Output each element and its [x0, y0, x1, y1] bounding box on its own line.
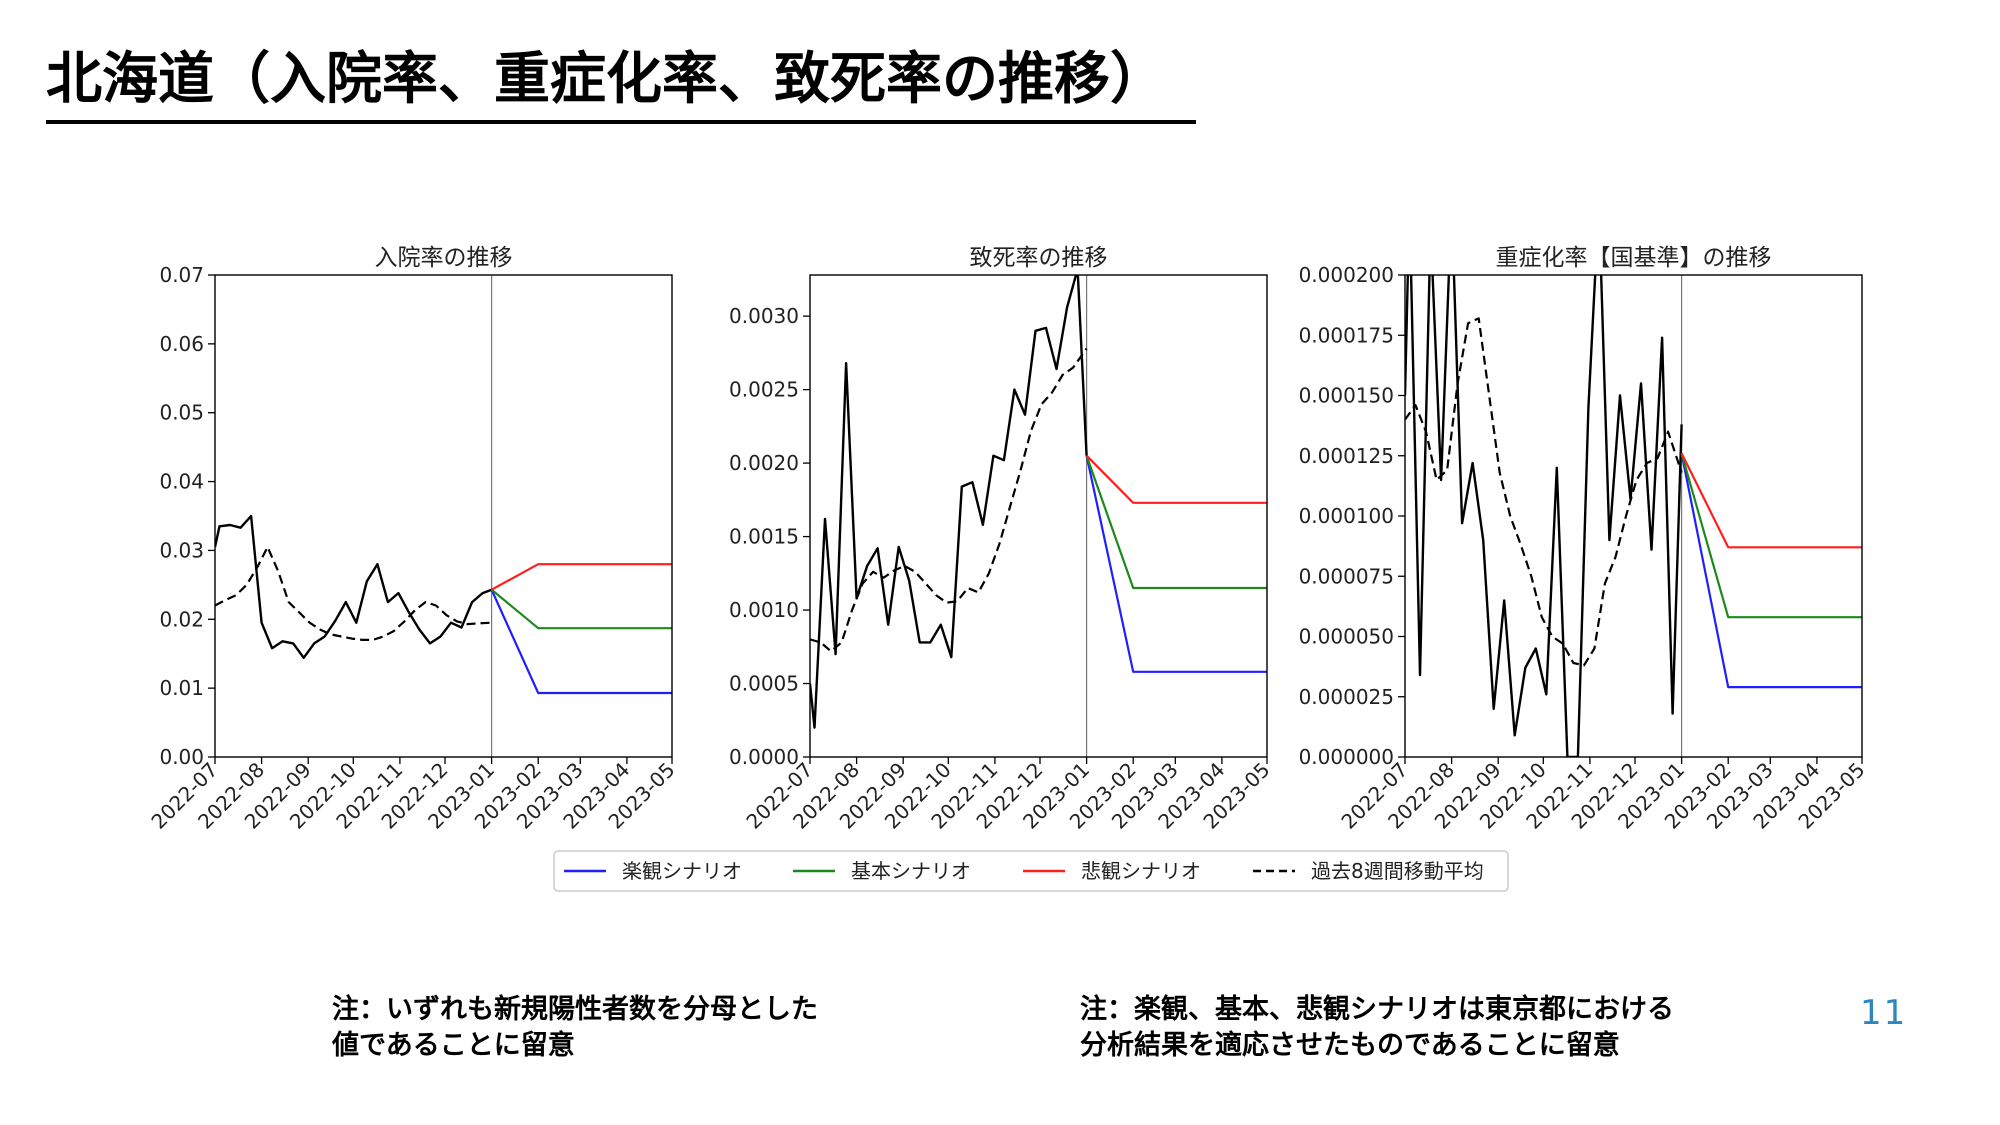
chart-2-y-tick-label: 0.0015 [729, 525, 799, 549]
chart-3-scenario-3-line [1680, 452, 1862, 549]
chart-3-y-tick-label: 0.000050 [1299, 625, 1394, 649]
note-right: 注：楽観、基本、悲観シナリオは東京都における 分析結果を適応させたものであること… [1080, 992, 1674, 1064]
chart-2-y-tick-label: 0.0025 [729, 378, 799, 402]
note-left-line-2: 値であることに留意 [332, 1030, 575, 1061]
chart-3-y-tick-label: 0.000125 [1299, 444, 1394, 468]
chart-3-y-tick-label: 0.000200 [1299, 263, 1394, 287]
note-left: 注：いずれも新規陽性者数を分母とした 値であることに留意 [332, 992, 818, 1064]
chart-3-y-tick-label: 0.000000 [1299, 745, 1394, 769]
chart-2-title: 致死率の推移 [970, 245, 1108, 271]
chart-3-title: 重症化率【国基準】の推移 [1496, 245, 1772, 271]
chart-2-scenario-2-line [1085, 455, 1267, 590]
chart-1-scenario-2-line [490, 588, 672, 630]
chart-2-observed-line [810, 275, 1088, 729]
chart-1-axes-frame [214, 274, 673, 758]
note-left-line-1: 注：いずれも新規陽性者数を分母とした [332, 994, 818, 1025]
chart-1-observed-line [215, 514, 493, 659]
chart-2-axes-frame [809, 274, 1268, 758]
chart-3-observed-line [1405, 275, 1683, 757]
chart-1-title: 入院率の推移 [375, 245, 513, 271]
legend-label-3: 悲観シナリオ [1081, 859, 1201, 883]
chart-1-scenario-3-line [491, 563, 672, 591]
chart-1-y-tick-label: 0.02 [159, 607, 204, 631]
chart-3-y-tick-label: 0.000075 [1299, 564, 1394, 588]
chart-3-y-tick-label: 0.000100 [1299, 504, 1394, 528]
chart-2-y-tick-label: 0.0000 [729, 745, 799, 769]
chart-1-y-tick-label: 0.06 [159, 332, 204, 356]
chart-2-y-tick-label: 0.0020 [729, 451, 799, 475]
chart-3-scenario-1-line [1680, 453, 1862, 689]
chart-1-y-tick-label: 0.00 [159, 745, 204, 769]
chart-3-scenario-2-line [1680, 452, 1862, 619]
legend-label-4: 過去8週間移動平均 [1311, 859, 1484, 883]
chart-1-y-tick-label: 0.04 [159, 470, 204, 494]
chart-1-y-tick-label: 0.03 [159, 538, 204, 562]
chart-1-y-tick-label: 0.07 [159, 263, 204, 287]
chart-3-y-tick-label: 0.000025 [1299, 685, 1394, 709]
page-number: 11 [1860, 993, 1908, 1033]
chart-2-y-tick-label: 0.0030 [729, 304, 799, 328]
chart-1-moving-average-line [215, 545, 492, 641]
chart-2-moving-average-line [810, 347, 1088, 653]
chart-1-y-tick-label: 0.05 [159, 401, 204, 425]
legend-label-2: 基本シナリオ [851, 859, 971, 883]
page-title: 北海道（入院率、重症化率、致死率の推移） [46, 40, 1196, 124]
chart-3-y-tick-label: 0.000175 [1299, 323, 1394, 347]
chart-1-scenario-1-line [490, 589, 672, 695]
chart-3-moving-average-line [1405, 317, 1683, 667]
chart-1-y-tick-label: 0.01 [159, 676, 204, 700]
note-right-line-1: 注：楽観、基本、悲観シナリオは東京都における [1080, 994, 1674, 1025]
chart-3-axes-frame [1404, 274, 1863, 758]
chart-2-y-tick-label: 0.0005 [729, 672, 799, 696]
chart-2-scenario-3-line [1085, 454, 1267, 504]
chart-3-y-tick-label: 0.000150 [1299, 384, 1394, 408]
chart-2-y-tick-label: 0.0010 [729, 598, 799, 622]
chart-2-scenario-1-line [1085, 455, 1267, 673]
legend-label-1: 楽観シナリオ [622, 859, 742, 883]
note-right-line-2: 分析結果を適応させたものであることに留意 [1080, 1030, 1620, 1061]
